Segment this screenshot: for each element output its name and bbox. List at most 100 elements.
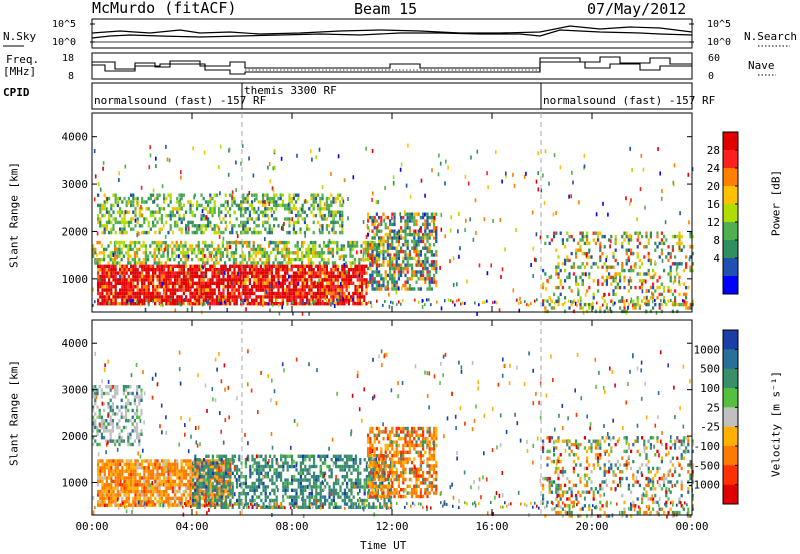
- data-cell: [196, 481, 199, 486]
- data-cell: [625, 234, 628, 239]
- data-cell: [194, 471, 197, 475]
- data-cell: [224, 298, 227, 302]
- data-cell: [193, 281, 196, 285]
- data-cell: [393, 270, 396, 274]
- data-cell: [147, 459, 150, 463]
- data-cell: [240, 220, 243, 225]
- data-cell: [592, 292, 595, 297]
- data-cell: [209, 291, 212, 296]
- data-cell: [147, 268, 150, 272]
- data-cell: [685, 306, 688, 310]
- data-cell: [231, 295, 234, 299]
- data-cell: [244, 274, 247, 279]
- data-cell: [191, 278, 194, 282]
- data-cell: [358, 261, 361, 265]
- data-cell: [189, 483, 192, 487]
- data-cell: [155, 244, 158, 248]
- data-cell: [103, 298, 106, 302]
- data-cell: [105, 466, 108, 470]
- data-cell: [249, 498, 252, 503]
- data-cell: [207, 224, 210, 228]
- data-cell: [343, 274, 346, 279]
- data-cell: [222, 268, 225, 272]
- data-cell: [270, 285, 273, 289]
- data-cell: [303, 274, 306, 279]
- data-cell: [97, 203, 100, 208]
- data-cell: [277, 475, 280, 479]
- data-cell: [136, 500, 139, 504]
- data-cell: [319, 271, 322, 275]
- data-cell: [255, 230, 258, 235]
- data-cell: [193, 224, 196, 228]
- data-cell: [185, 274, 188, 279]
- data-cell: [233, 268, 236, 272]
- data-cell: [638, 285, 641, 290]
- data-cell: [182, 268, 185, 272]
- data-cell: [284, 488, 287, 492]
- data-cell: [330, 268, 333, 272]
- data-cell: [283, 240, 286, 245]
- data-cell: [413, 256, 416, 261]
- data-cell: [138, 472, 141, 477]
- data-cell: [152, 271, 155, 275]
- data-cell: [99, 268, 102, 272]
- data-cell: [202, 278, 205, 282]
- ground-cell: [682, 299, 684, 303]
- scatter-cell: [330, 302, 332, 307]
- data-cell: [125, 203, 128, 208]
- data-cell: [187, 500, 190, 504]
- data-cell: [207, 281, 210, 285]
- scatter-cell: [640, 153, 643, 158]
- data-cell: [317, 271, 320, 275]
- data-cell: [165, 291, 168, 296]
- data-cell: [682, 245, 685, 249]
- data-cell: [406, 215, 409, 220]
- data-cell: [165, 302, 168, 306]
- data-cell: [292, 193, 295, 197]
- data-cell: [210, 240, 213, 245]
- data-cell: [263, 254, 266, 258]
- data-cell: [557, 296, 560, 300]
- data-cell: [393, 229, 396, 233]
- data-cell: [226, 295, 229, 299]
- noise-search-trace: [91, 25, 693, 35]
- data-cell: [428, 270, 431, 274]
- scatter-cell: [486, 271, 489, 276]
- data-cell: [205, 464, 208, 469]
- data-cell: [216, 492, 219, 496]
- data-cell: [242, 278, 245, 282]
- ground-cell: [138, 301, 140, 304]
- data-cell: [144, 244, 147, 248]
- data-cell: [138, 264, 141, 268]
- data-cell: [225, 454, 228, 458]
- data-cell: [143, 302, 146, 306]
- data-cell: [369, 266, 372, 271]
- data-cell: [210, 257, 213, 262]
- data-cell: [169, 281, 172, 285]
- ground-cell: [332, 301, 334, 305]
- data-cell: [108, 264, 111, 268]
- data-cell: [559, 292, 562, 297]
- data-cell: [108, 213, 111, 218]
- data-cell: [244, 285, 247, 289]
- data-cell: [395, 260, 398, 264]
- data-cell: [182, 466, 185, 470]
- data-cell: [669, 279, 672, 283]
- data-cell: [188, 247, 191, 252]
- data-cell: [182, 291, 185, 296]
- data-cell: [634, 306, 637, 310]
- data-cell: [180, 281, 183, 285]
- data-cell: [132, 483, 135, 487]
- ground-cell: [310, 302, 312, 306]
- data-cell: [318, 254, 321, 258]
- data-cell: [105, 271, 108, 275]
- scatter-cell: [209, 305, 211, 310]
- ground-cell: [346, 300, 348, 304]
- data-cell: [680, 234, 683, 239]
- data-cell: [288, 210, 291, 214]
- data-cell: [341, 217, 344, 221]
- data-cell: [180, 288, 183, 292]
- data-cell: [116, 220, 119, 225]
- data-cell: [314, 247, 317, 252]
- data-cell: [413, 270, 416, 274]
